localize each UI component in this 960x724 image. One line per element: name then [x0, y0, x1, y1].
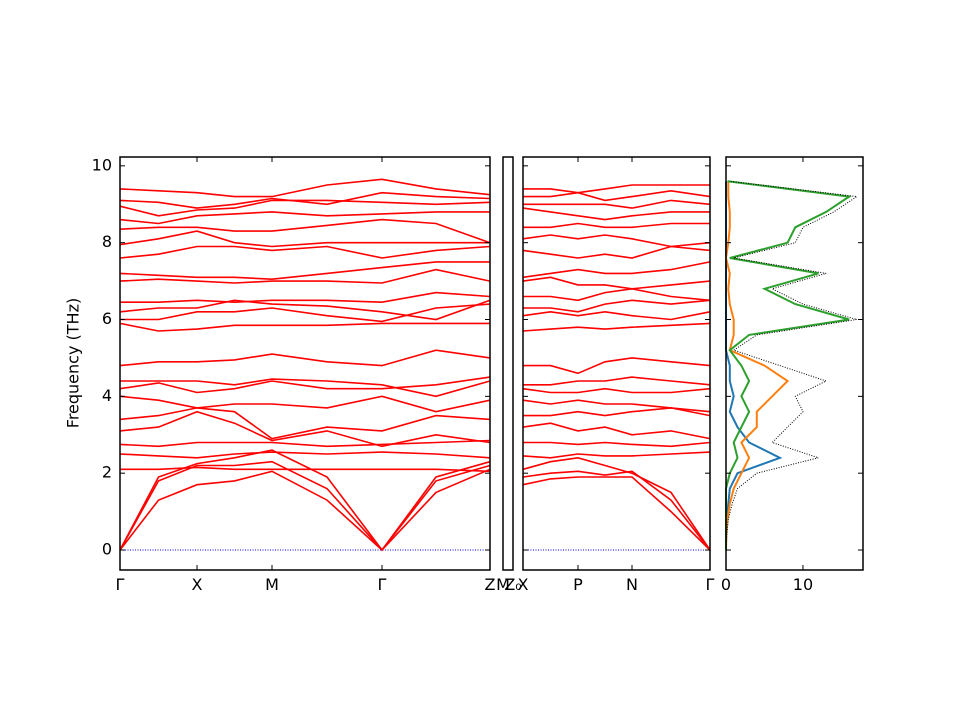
band-line	[522, 387, 711, 394]
dos-line	[725, 181, 783, 550]
x-tick-label: N	[626, 575, 638, 594]
band-line	[523, 189, 711, 202]
x-tick-label: X	[518, 575, 529, 594]
band-line	[119, 460, 491, 552]
band-line	[522, 422, 711, 440]
band-line	[523, 407, 711, 417]
band-line	[523, 287, 711, 302]
band-line	[119, 211, 490, 225]
y-tick-label: 4	[102, 386, 112, 405]
x-tick-label: 0	[721, 575, 731, 594]
plot-frame	[502, 156, 514, 571]
x-tick-label: Γ	[706, 575, 715, 594]
band-line	[522, 276, 711, 290]
plot-frame	[522, 156, 711, 571]
band-line	[119, 218, 491, 244]
band-line	[119, 178, 491, 198]
band-line	[522, 456, 711, 551]
band-line	[522, 261, 711, 279]
band-line	[119, 299, 491, 321]
y-tick-label: 10	[92, 155, 112, 174]
band-line	[119, 395, 491, 413]
x-tick-label: 10	[793, 575, 813, 594]
band-line	[119, 449, 491, 552]
band-line	[522, 245, 711, 259]
x-tick-label: Z	[485, 575, 496, 594]
y-tick-label: 2	[102, 463, 112, 482]
y-tick-label: 8	[102, 232, 112, 251]
band-line	[119, 407, 491, 440]
band-line	[119, 349, 491, 367]
band-line	[523, 357, 711, 375]
band-line	[119, 199, 491, 217]
band-line	[119, 261, 490, 281]
band-line	[119, 268, 491, 284]
band-line	[522, 470, 711, 551]
band-line	[119, 439, 491, 448]
y-tick-label: 0	[102, 540, 112, 559]
band-line	[120, 378, 491, 398]
band-line	[522, 399, 711, 417]
y-tick-label: 6	[102, 309, 112, 328]
plot-frame	[119, 156, 491, 571]
x-tick-label: M	[265, 575, 279, 594]
band-line	[120, 303, 491, 323]
band-line	[120, 291, 491, 304]
dos-line	[725, 180, 859, 551]
band-line	[522, 207, 710, 221]
y-axis-label: Frequency (THz)	[64, 298, 83, 428]
band-line	[119, 376, 491, 394]
band-line	[523, 184, 710, 194]
band-line	[119, 410, 491, 448]
x-tick-label: M	[496, 575, 510, 594]
band-line	[120, 466, 491, 473]
band-line	[119, 468, 491, 552]
x-tick-label: X	[192, 575, 203, 594]
band-line	[119, 322, 490, 332]
dos-line	[725, 180, 852, 550]
band-line	[119, 230, 490, 248]
plot-frame	[725, 156, 864, 571]
band-line	[523, 199, 711, 209]
x-tick-label: Γ	[378, 575, 387, 594]
band-line	[523, 299, 711, 313]
x-tick-label: Γ	[116, 575, 125, 594]
band-line	[523, 441, 711, 448]
band-line	[522, 234, 711, 248]
band-line	[119, 191, 491, 209]
band-line	[522, 451, 711, 459]
band-line	[119, 451, 491, 459]
x-tick-label: P	[573, 575, 583, 594]
band-line	[522, 322, 711, 332]
band-line	[522, 476, 711, 551]
x-tick-label: Z₀	[504, 575, 521, 594]
band-line	[523, 222, 710, 229]
band-line	[119, 245, 491, 259]
band-line	[522, 310, 711, 321]
band-line	[523, 376, 711, 386]
